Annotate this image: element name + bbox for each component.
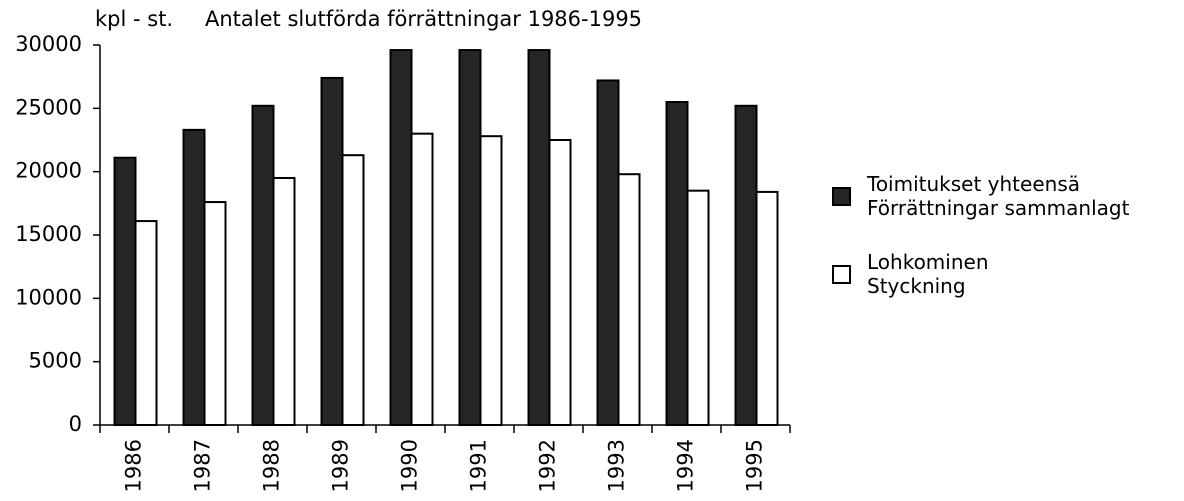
x-tick-label: 1995 (743, 439, 767, 492)
bar (527, 49, 551, 426)
y-tick-label: 0 (69, 412, 82, 436)
bar (341, 154, 365, 426)
y-tick-label: 10000 (15, 285, 82, 309)
legend-label: Lohkominen Styckning (867, 250, 989, 298)
y-axis-label: kpl - st. (95, 7, 173, 31)
legend-label: Toimitukset yhteensä Förrättningar samma… (867, 172, 1130, 220)
x-tick-label: 1992 (536, 439, 560, 492)
y-tick-label: 5000 (29, 349, 82, 373)
bar (182, 128, 206, 426)
bar (734, 104, 758, 427)
bar (251, 104, 275, 427)
legend-item: Toimitukset yhteensä Förrättningar samma… (832, 172, 1129, 220)
x-tick-label: 1987 (191, 439, 215, 492)
bar (665, 101, 689, 426)
bar (596, 79, 620, 426)
x-tick-label: 1986 (122, 439, 146, 492)
bar (617, 173, 641, 426)
x-tick-label: 1991 (467, 439, 491, 492)
bar (272, 177, 296, 426)
legend-item: Lohkominen Styckning (832, 250, 989, 298)
x-tick-label: 1993 (605, 439, 629, 492)
x-tick-label: 1994 (674, 439, 698, 492)
x-tick-label: 1990 (398, 439, 422, 492)
bar (389, 49, 413, 426)
chart-title: Antalet slutförda förrättningar 1986-199… (205, 7, 642, 31)
bar (410, 132, 434, 427)
bar (113, 156, 137, 426)
bar (755, 190, 779, 426)
bar (320, 76, 344, 427)
y-tick-label: 30000 (15, 32, 82, 56)
x-tick-label: 1988 (260, 439, 284, 492)
legend-swatch (832, 264, 851, 284)
bar (479, 135, 503, 426)
legend-swatch (832, 186, 851, 206)
bar (134, 220, 158, 426)
y-tick-label: 15000 (15, 222, 82, 246)
bar (686, 189, 710, 426)
x-tick-label: 1989 (329, 439, 353, 492)
bar (548, 139, 572, 426)
y-tick-label: 25000 (15, 95, 82, 119)
bar (203, 201, 227, 426)
bar (458, 49, 482, 426)
y-tick-label: 20000 (15, 159, 82, 183)
